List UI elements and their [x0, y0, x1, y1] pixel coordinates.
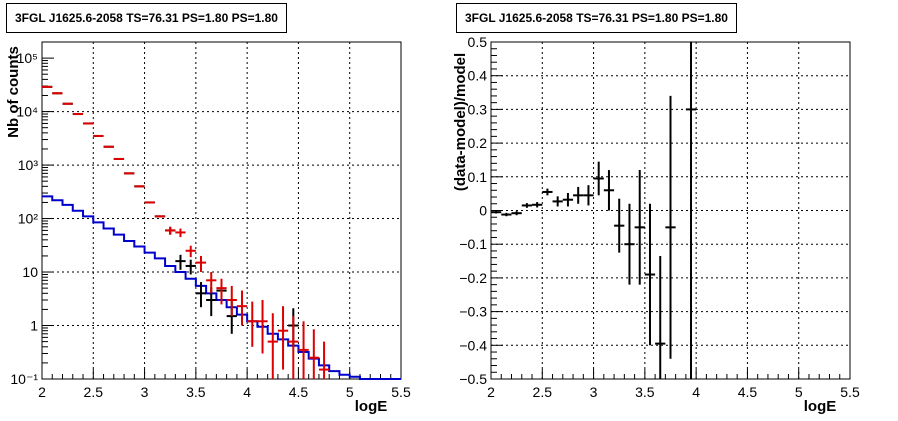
y-tick-label: 10⁵: [17, 50, 38, 66]
x-tick-label: 2: [38, 384, 46, 400]
y-tick-label: 1: [30, 318, 38, 334]
x-axis-label: logE: [804, 398, 837, 415]
y-tick-label: 0.3: [468, 101, 488, 117]
x-tick-label: 4.5: [289, 384, 309, 400]
x-tick-label: 5.5: [840, 384, 860, 400]
x-tick-label: 2.5: [533, 384, 553, 400]
x-tick-label: 5: [795, 384, 803, 400]
plot-frame: [41, 41, 402, 380]
y-tick-label: 10⁻¹: [10, 371, 38, 387]
x-tick-label: 3.5: [186, 384, 206, 400]
y-tick-label: 10³: [18, 157, 39, 173]
x-tick-label: 3: [590, 384, 598, 400]
y-tick-label: 10⁴: [16, 104, 38, 120]
y-tick-label: 0.2: [468, 135, 488, 151]
y-tick-label: −0.5: [459, 371, 487, 387]
y-tick-label: 0.4: [468, 68, 488, 84]
x-tick-label: 2: [487, 384, 495, 400]
x-tick-label: 4: [243, 384, 251, 400]
x-tick-label: 5: [346, 384, 354, 400]
y-tick-label: 0.5: [468, 34, 488, 50]
x-axis-label: logE: [355, 398, 388, 415]
x-tick-label: 3: [141, 384, 149, 400]
y-tick-label: 0.1: [468, 169, 488, 185]
y-tick-label: 10²: [18, 211, 39, 227]
x-tick-label: 5.5: [391, 384, 411, 400]
chart-title-right: 3FGL J1625.6-2058 TS=76.31 PS=1.80 PS=1.…: [456, 3, 737, 33]
y-tick-label: −0.4: [459, 337, 487, 353]
x-tick-label: 3.5: [635, 384, 655, 400]
chart-title-left: 3FGL J1625.6-2058 TS=76.31 PS=1.80 PS=1.…: [6, 3, 287, 33]
y-tick-label: 10: [22, 264, 38, 280]
y-tick-label: 0: [479, 203, 487, 219]
model-histogram-line: [42, 195, 401, 380]
x-tick-label: 2.5: [84, 384, 104, 400]
y-tick-label: −0.3: [459, 304, 487, 320]
x-tick-label: 4.5: [738, 384, 758, 400]
y-axis-label: (data-model)/model: [452, 53, 469, 191]
y-axis-label: Nb of counts: [5, 46, 22, 138]
x-tick-label: 4: [692, 384, 700, 400]
y-tick-label: −0.2: [459, 270, 487, 286]
y-tick-label: −0.1: [459, 236, 487, 252]
